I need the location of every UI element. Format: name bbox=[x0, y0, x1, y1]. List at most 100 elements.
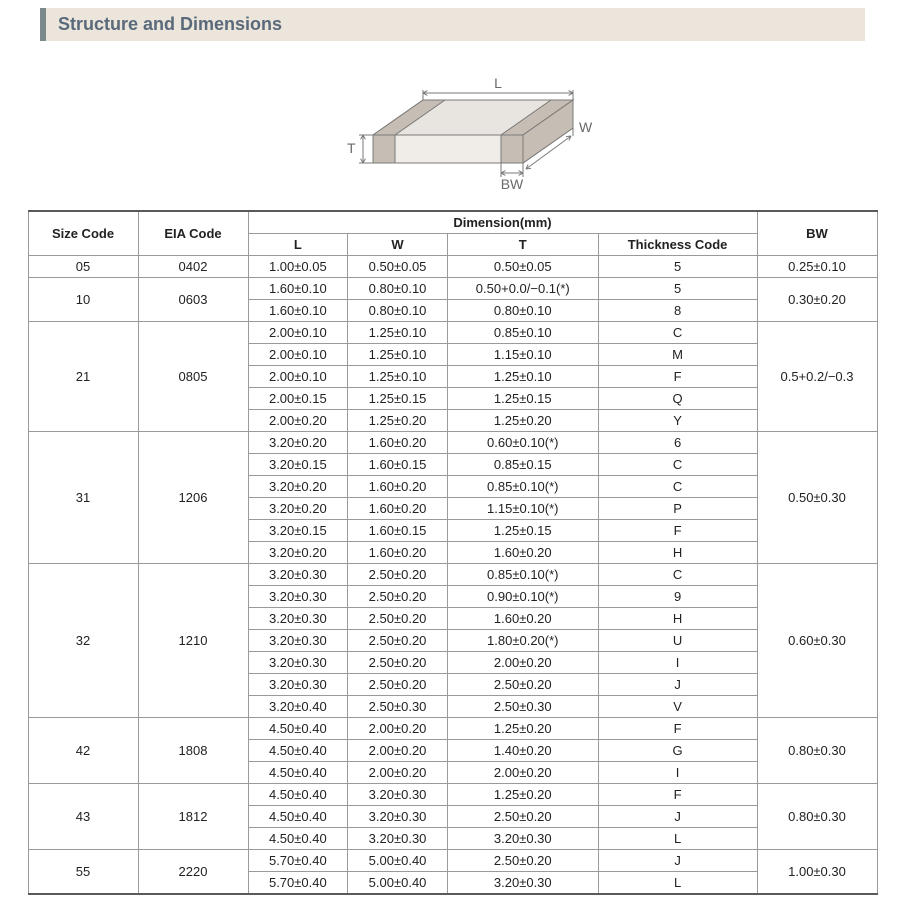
cell-t: 2.50±0.30 bbox=[447, 696, 598, 718]
dimensions-table: Size Code EIA Code Dimension(mm) BW L W … bbox=[28, 210, 878, 895]
table-body: 0504021.00±0.050.50±0.050.50±0.0550.25±0… bbox=[28, 256, 877, 895]
cell-l: 3.20±0.20 bbox=[248, 476, 348, 498]
cell-w: 1.60±0.15 bbox=[348, 454, 448, 476]
cell-w: 1.60±0.20 bbox=[348, 498, 448, 520]
cell-l: 1.60±0.10 bbox=[248, 278, 348, 300]
cell-bw: 0.5+0.2/−0.3 bbox=[757, 322, 877, 432]
cell-size-code: 32 bbox=[28, 564, 138, 718]
table-row: 4218084.50±0.402.00±0.201.25±0.20F0.80±0… bbox=[28, 718, 877, 740]
cell-t: 0.85±0.10 bbox=[447, 322, 598, 344]
cell-tc: F bbox=[598, 784, 757, 806]
cell-t: 0.50±0.05 bbox=[447, 256, 598, 278]
table-row: 3112063.20±0.201.60±0.200.60±0.10(*)60.5… bbox=[28, 432, 877, 454]
cell-l: 3.20±0.30 bbox=[248, 630, 348, 652]
cell-l: 4.50±0.40 bbox=[248, 828, 348, 850]
cell-l: 4.50±0.40 bbox=[248, 762, 348, 784]
cell-tc: L bbox=[598, 828, 757, 850]
cell-l: 4.50±0.40 bbox=[248, 806, 348, 828]
cell-t: 2.00±0.20 bbox=[447, 762, 598, 784]
cell-w: 1.25±0.10 bbox=[348, 344, 448, 366]
cell-l: 1.60±0.10 bbox=[248, 300, 348, 322]
cell-w: 3.20±0.30 bbox=[348, 784, 448, 806]
cell-w: 1.60±0.15 bbox=[348, 520, 448, 542]
cell-size-code: 42 bbox=[28, 718, 138, 784]
cell-t: 1.25±0.15 bbox=[447, 388, 598, 410]
cell-t: 2.00±0.20 bbox=[447, 652, 598, 674]
cell-l: 4.50±0.40 bbox=[248, 784, 348, 806]
cell-l: 4.50±0.40 bbox=[248, 718, 348, 740]
col-size-code: Size Code bbox=[28, 211, 138, 256]
cell-w: 2.50±0.30 bbox=[348, 696, 448, 718]
cell-l: 2.00±0.10 bbox=[248, 322, 348, 344]
cell-w: 5.00±0.40 bbox=[348, 850, 448, 872]
cell-t: 0.85±0.10(*) bbox=[447, 476, 598, 498]
cell-tc: F bbox=[598, 366, 757, 388]
cell-l: 2.00±0.10 bbox=[248, 344, 348, 366]
cell-tc: H bbox=[598, 608, 757, 630]
table-row: 1006031.60±0.100.80±0.100.50+0.0/−0.1(*)… bbox=[28, 278, 877, 300]
cell-eia-code: 1812 bbox=[138, 784, 248, 850]
cell-bw: 0.50±0.30 bbox=[757, 432, 877, 564]
cell-w: 1.60±0.20 bbox=[348, 432, 448, 454]
cell-w: 0.80±0.10 bbox=[348, 300, 448, 322]
table-row: 4318124.50±0.403.20±0.301.25±0.20F0.80±0… bbox=[28, 784, 877, 806]
cell-tc: F bbox=[598, 718, 757, 740]
cell-size-code: 43 bbox=[28, 784, 138, 850]
cell-size-code: 05 bbox=[28, 256, 138, 278]
cell-t: 1.40±0.20 bbox=[447, 740, 598, 762]
cell-t: 3.20±0.30 bbox=[447, 872, 598, 895]
cell-w: 1.60±0.20 bbox=[348, 476, 448, 498]
cell-tc: I bbox=[598, 652, 757, 674]
cell-eia-code: 0603 bbox=[138, 278, 248, 322]
cell-tc: C bbox=[598, 564, 757, 586]
cell-tc: J bbox=[598, 850, 757, 872]
cell-tc: C bbox=[598, 454, 757, 476]
cell-t: 2.50±0.20 bbox=[447, 674, 598, 696]
cell-t: 1.25±0.20 bbox=[447, 718, 598, 740]
cell-w: 1.25±0.10 bbox=[348, 366, 448, 388]
cell-l: 2.00±0.10 bbox=[248, 366, 348, 388]
cell-l: 3.20±0.30 bbox=[248, 674, 348, 696]
cell-t: 1.15±0.10 bbox=[447, 344, 598, 366]
cell-tc: G bbox=[598, 740, 757, 762]
cell-l: 3.20±0.30 bbox=[248, 652, 348, 674]
cell-t: 1.25±0.20 bbox=[447, 784, 598, 806]
cell-bw: 0.30±0.20 bbox=[757, 278, 877, 322]
cell-tc: 6 bbox=[598, 432, 757, 454]
cell-w: 2.00±0.20 bbox=[348, 718, 448, 740]
col-bw: BW bbox=[757, 211, 877, 256]
cell-l: 4.50±0.40 bbox=[248, 740, 348, 762]
component-diagram: LWTBW bbox=[0, 45, 905, 200]
cell-w: 0.80±0.10 bbox=[348, 278, 448, 300]
cell-l: 3.20±0.40 bbox=[248, 696, 348, 718]
cell-tc: 5 bbox=[598, 256, 757, 278]
cell-l: 3.20±0.20 bbox=[248, 432, 348, 454]
cell-tc: 9 bbox=[598, 586, 757, 608]
cell-l: 3.20±0.30 bbox=[248, 608, 348, 630]
cell-l: 3.20±0.20 bbox=[248, 498, 348, 520]
cell-t: 1.25±0.15 bbox=[447, 520, 598, 542]
cell-tc: F bbox=[598, 520, 757, 542]
cell-t: 0.85±0.15 bbox=[447, 454, 598, 476]
col-w: W bbox=[348, 234, 448, 256]
table-row: 5522205.70±0.405.00±0.402.50±0.20J1.00±0… bbox=[28, 850, 877, 872]
cell-l: 2.00±0.15 bbox=[248, 388, 348, 410]
cell-t: 2.50±0.20 bbox=[447, 850, 598, 872]
cell-l: 3.20±0.30 bbox=[248, 564, 348, 586]
cell-eia-code: 1808 bbox=[138, 718, 248, 784]
cell-t: 1.25±0.10 bbox=[447, 366, 598, 388]
cell-w: 2.00±0.20 bbox=[348, 762, 448, 784]
cell-t: 1.15±0.10(*) bbox=[447, 498, 598, 520]
cell-t: 1.60±0.20 bbox=[447, 542, 598, 564]
cell-tc: 8 bbox=[598, 300, 757, 322]
col-t: T bbox=[447, 234, 598, 256]
cell-tc: U bbox=[598, 630, 757, 652]
section-title: Structure and Dimensions bbox=[40, 8, 865, 41]
svg-text:L: L bbox=[494, 75, 502, 91]
cell-w: 1.25±0.20 bbox=[348, 410, 448, 432]
table-row: 3212103.20±0.302.50±0.200.85±0.10(*)C0.6… bbox=[28, 564, 877, 586]
cell-eia-code: 1206 bbox=[138, 432, 248, 564]
cell-l: 3.20±0.20 bbox=[248, 542, 348, 564]
cell-w: 2.50±0.20 bbox=[348, 674, 448, 696]
cell-size-code: 31 bbox=[28, 432, 138, 564]
